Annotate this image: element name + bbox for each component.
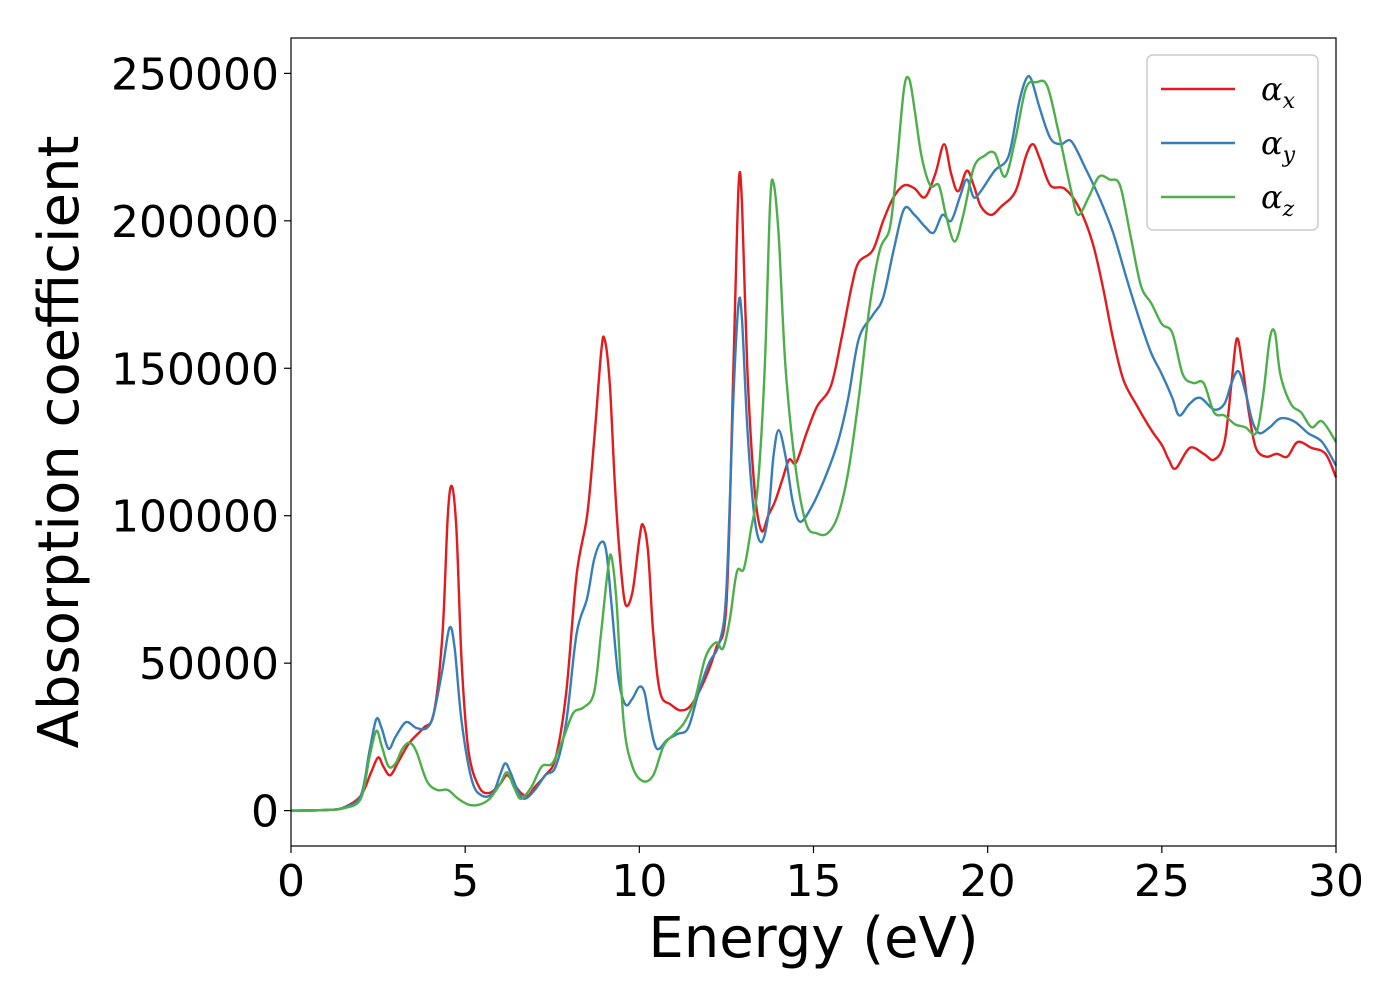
x-tick-label: 0 [277,856,305,907]
legend-label-subscript: y [1282,143,1296,168]
series-lines [290,74,1338,812]
y-tick-label: 250000 [111,49,279,100]
y-tick-label: 0 [251,787,279,838]
legend-label-base: α [1261,124,1283,162]
legend-label-base: α [1261,70,1283,108]
y-tick-label: 150000 [111,344,279,395]
legend-label-subscript: x [1283,89,1296,114]
y-tick-labels: 0 50000 100000 150000 200000 250000 [111,49,279,837]
y-axis-title: Absorption coefficient [27,136,92,749]
legend-label-base: α [1261,178,1283,216]
x-tick-labels: 0 5 10 15 20 25 30 [277,856,1364,907]
series-line-alpha-y [290,74,1338,812]
x-tick-label: 5 [451,856,479,907]
y-tick-label: 50000 [139,639,279,690]
series-line-alpha-x [290,142,1338,812]
legend-label-alpha-y: αy [1261,124,1296,168]
legend-label-alpha-z: αz [1261,178,1295,222]
y-tick-label: 100000 [111,492,279,543]
tick-marks [284,72,1337,853]
x-tick-label: 10 [611,856,667,907]
x-axis-title: Energy (eV) [648,906,978,971]
x-tick-label: 15 [786,856,842,907]
legend-label-alpha-x: αx [1261,70,1296,114]
x-tick-label: 20 [960,856,1016,907]
x-tick-label: 30 [1308,856,1364,907]
plot-frame [290,37,1337,847]
series-line-alpha-z [290,75,1338,812]
legend-label-subscript: z [1282,197,1295,222]
y-tick-label: 200000 [111,197,279,248]
x-tick-label: 25 [1134,856,1190,907]
